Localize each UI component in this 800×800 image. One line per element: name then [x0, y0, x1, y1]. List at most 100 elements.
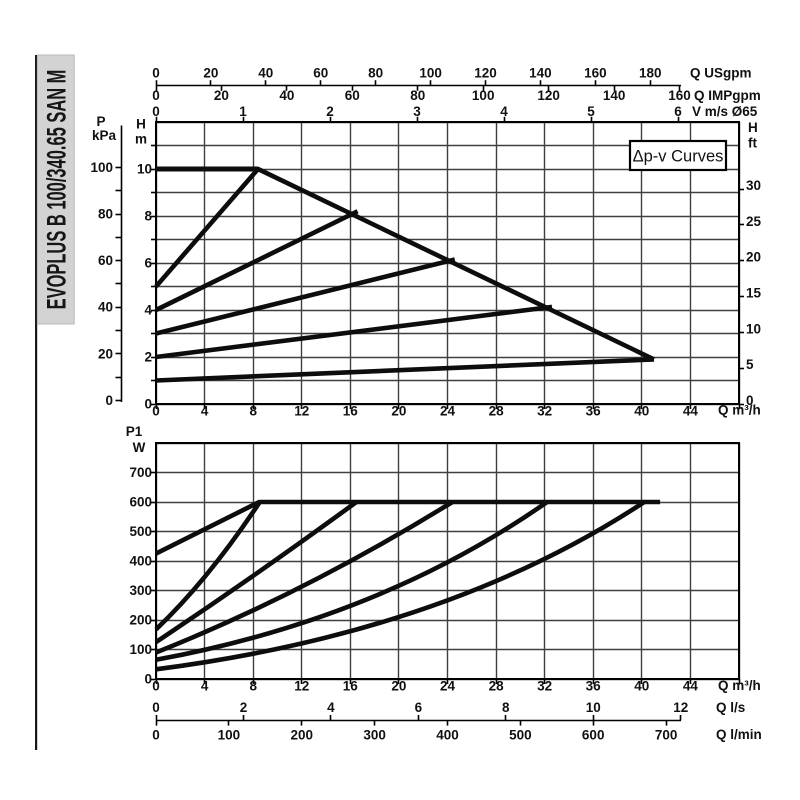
svg-text:0: 0 [152, 66, 160, 81]
svg-text:120: 120 [537, 88, 560, 103]
svg-text:600: 600 [582, 728, 605, 743]
svg-text:4: 4 [144, 303, 152, 318]
svg-text:300: 300 [363, 728, 386, 743]
svg-text:120: 120 [474, 66, 497, 81]
svg-text:0: 0 [105, 393, 113, 408]
svg-text:180: 180 [639, 66, 662, 81]
svg-text:2: 2 [240, 700, 248, 715]
svg-text:44: 44 [683, 679, 699, 694]
svg-text:Q m³/h: Q m³/h [718, 403, 761, 418]
svg-text:700: 700 [129, 465, 152, 480]
svg-text:0: 0 [152, 404, 160, 419]
svg-text:Q l/s: Q l/s [716, 700, 745, 715]
svg-text:28: 28 [489, 404, 505, 419]
svg-text:140: 140 [529, 66, 552, 81]
svg-text:P1: P1 [126, 424, 143, 439]
svg-text:12: 12 [294, 404, 309, 419]
svg-text:80: 80 [98, 207, 113, 222]
svg-text:0: 0 [746, 393, 754, 408]
svg-text:100: 100 [218, 728, 241, 743]
svg-text:ft: ft [748, 136, 757, 151]
svg-text:0: 0 [152, 104, 160, 119]
svg-text:1: 1 [239, 104, 247, 119]
svg-text:20: 20 [391, 404, 406, 419]
svg-text:12: 12 [294, 679, 309, 694]
svg-text:5: 5 [587, 104, 595, 119]
svg-text:4: 4 [201, 679, 209, 694]
svg-text:60: 60 [313, 66, 328, 81]
svg-text:200: 200 [129, 613, 152, 628]
svg-text:Q USgpm: Q USgpm [690, 66, 752, 81]
svg-text:80: 80 [368, 66, 383, 81]
svg-text:8: 8 [144, 209, 152, 224]
svg-text:60: 60 [345, 88, 360, 103]
svg-text:P: P [96, 114, 105, 129]
svg-text:100: 100 [419, 66, 442, 81]
svg-text:Q IMPgpm: Q IMPgpm [694, 88, 761, 103]
svg-text:10: 10 [746, 321, 761, 336]
svg-text:24: 24 [440, 404, 456, 419]
svg-text:100: 100 [472, 88, 495, 103]
svg-text:20: 20 [98, 346, 113, 361]
svg-text:16: 16 [343, 679, 359, 694]
svg-text:15: 15 [746, 286, 762, 301]
svg-text:0: 0 [152, 728, 160, 743]
svg-text:160: 160 [668, 88, 691, 103]
svg-text:36: 36 [586, 679, 602, 694]
svg-text:H: H [748, 120, 758, 135]
svg-text:12: 12 [673, 700, 688, 715]
svg-text:24: 24 [440, 679, 456, 694]
svg-text:3: 3 [413, 104, 421, 119]
svg-text:500: 500 [509, 728, 532, 743]
svg-text:Q l/min: Q l/min [716, 727, 762, 742]
svg-text:400: 400 [129, 554, 152, 569]
svg-text:160: 160 [584, 66, 607, 81]
svg-text:300: 300 [129, 583, 152, 598]
svg-text:28: 28 [489, 679, 505, 694]
svg-text:32: 32 [537, 404, 552, 419]
svg-text:2: 2 [326, 104, 334, 119]
svg-text:0: 0 [144, 397, 152, 412]
svg-text:200: 200 [291, 728, 314, 743]
svg-text:40: 40 [634, 679, 649, 694]
svg-text:10: 10 [586, 700, 601, 715]
svg-text:5: 5 [746, 357, 754, 372]
svg-text:30: 30 [746, 178, 761, 193]
svg-text:Δp-v Curves: Δp-v Curves [633, 148, 724, 166]
svg-text:20: 20 [746, 250, 761, 265]
svg-text:4: 4 [201, 404, 209, 419]
svg-text:40: 40 [279, 88, 294, 103]
svg-text:20: 20 [203, 66, 218, 81]
svg-text:500: 500 [129, 524, 152, 539]
svg-text:25: 25 [746, 214, 762, 229]
svg-text:4: 4 [500, 104, 508, 119]
svg-text:0: 0 [152, 88, 160, 103]
svg-text:700: 700 [655, 728, 678, 743]
svg-text:0: 0 [152, 700, 160, 715]
svg-text:10: 10 [137, 162, 152, 177]
svg-text:44: 44 [683, 404, 699, 419]
svg-text:2: 2 [144, 350, 152, 365]
svg-text:Q m³/h: Q m³/h [718, 678, 761, 693]
svg-text:6: 6 [144, 256, 152, 271]
svg-text:60: 60 [98, 253, 113, 268]
svg-text:100: 100 [129, 642, 152, 657]
svg-text:400: 400 [436, 728, 459, 743]
svg-text:16: 16 [343, 404, 359, 419]
svg-text:80: 80 [410, 88, 425, 103]
svg-text:H: H [136, 117, 146, 132]
svg-text:600: 600 [129, 495, 152, 510]
svg-text:140: 140 [603, 88, 626, 103]
svg-text:0: 0 [152, 679, 160, 694]
svg-text:32: 32 [537, 679, 552, 694]
svg-text:m: m [135, 132, 147, 147]
svg-text:40: 40 [98, 300, 113, 315]
svg-text:36: 36 [586, 404, 602, 419]
svg-text:0: 0 [144, 672, 152, 687]
svg-text:40: 40 [634, 404, 649, 419]
svg-text:20: 20 [391, 679, 406, 694]
svg-text:4: 4 [327, 700, 335, 715]
svg-text:6: 6 [415, 700, 423, 715]
svg-text:W: W [133, 440, 146, 455]
svg-text:40: 40 [258, 66, 273, 81]
